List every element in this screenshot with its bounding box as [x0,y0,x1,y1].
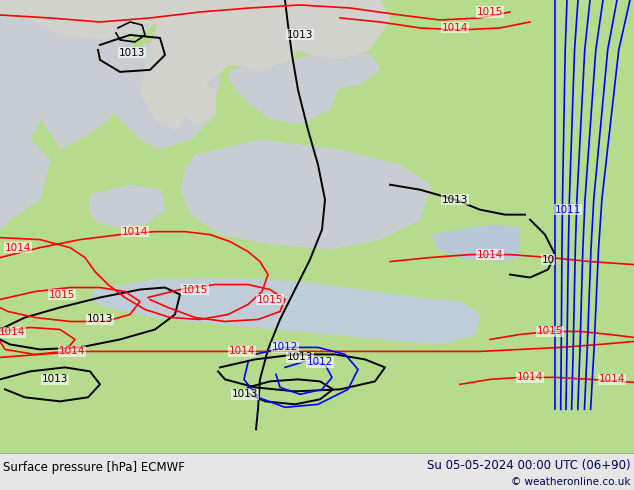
Text: 1014: 1014 [0,327,25,338]
Text: 1014: 1014 [229,346,256,356]
Text: 1014: 1014 [598,374,625,384]
Text: 10: 10 [541,255,555,265]
Text: 1013: 1013 [87,315,113,324]
Text: © weatheronline.co.uk: © weatheronline.co.uk [512,477,631,487]
Text: 1013: 1013 [42,374,68,384]
Text: 1015: 1015 [477,7,503,17]
Text: 1014: 1014 [5,243,31,252]
Text: 1013: 1013 [442,195,468,205]
Text: 1014: 1014 [477,249,503,260]
Text: 1014: 1014 [442,23,468,33]
Text: 1014: 1014 [122,226,148,237]
Text: Su 05-05-2024 00:00 UTC (06+90): Su 05-05-2024 00:00 UTC (06+90) [427,459,631,471]
Text: 1011: 1011 [555,205,581,215]
Text: 1014: 1014 [517,372,543,382]
Text: 1012: 1012 [307,357,333,368]
Text: 1013: 1013 [287,30,313,40]
Text: 1013: 1013 [119,48,145,58]
Text: 1015: 1015 [257,294,283,304]
Text: 1015: 1015 [537,326,563,337]
Text: 1013: 1013 [287,352,313,363]
Text: 1014: 1014 [59,346,85,356]
Text: 1013: 1013 [232,390,258,399]
Text: Surface pressure [hPa] ECMWF: Surface pressure [hPa] ECMWF [3,461,185,474]
Text: 1015: 1015 [49,290,75,299]
Text: 1015: 1015 [182,285,208,294]
Text: 1012: 1012 [272,343,298,352]
